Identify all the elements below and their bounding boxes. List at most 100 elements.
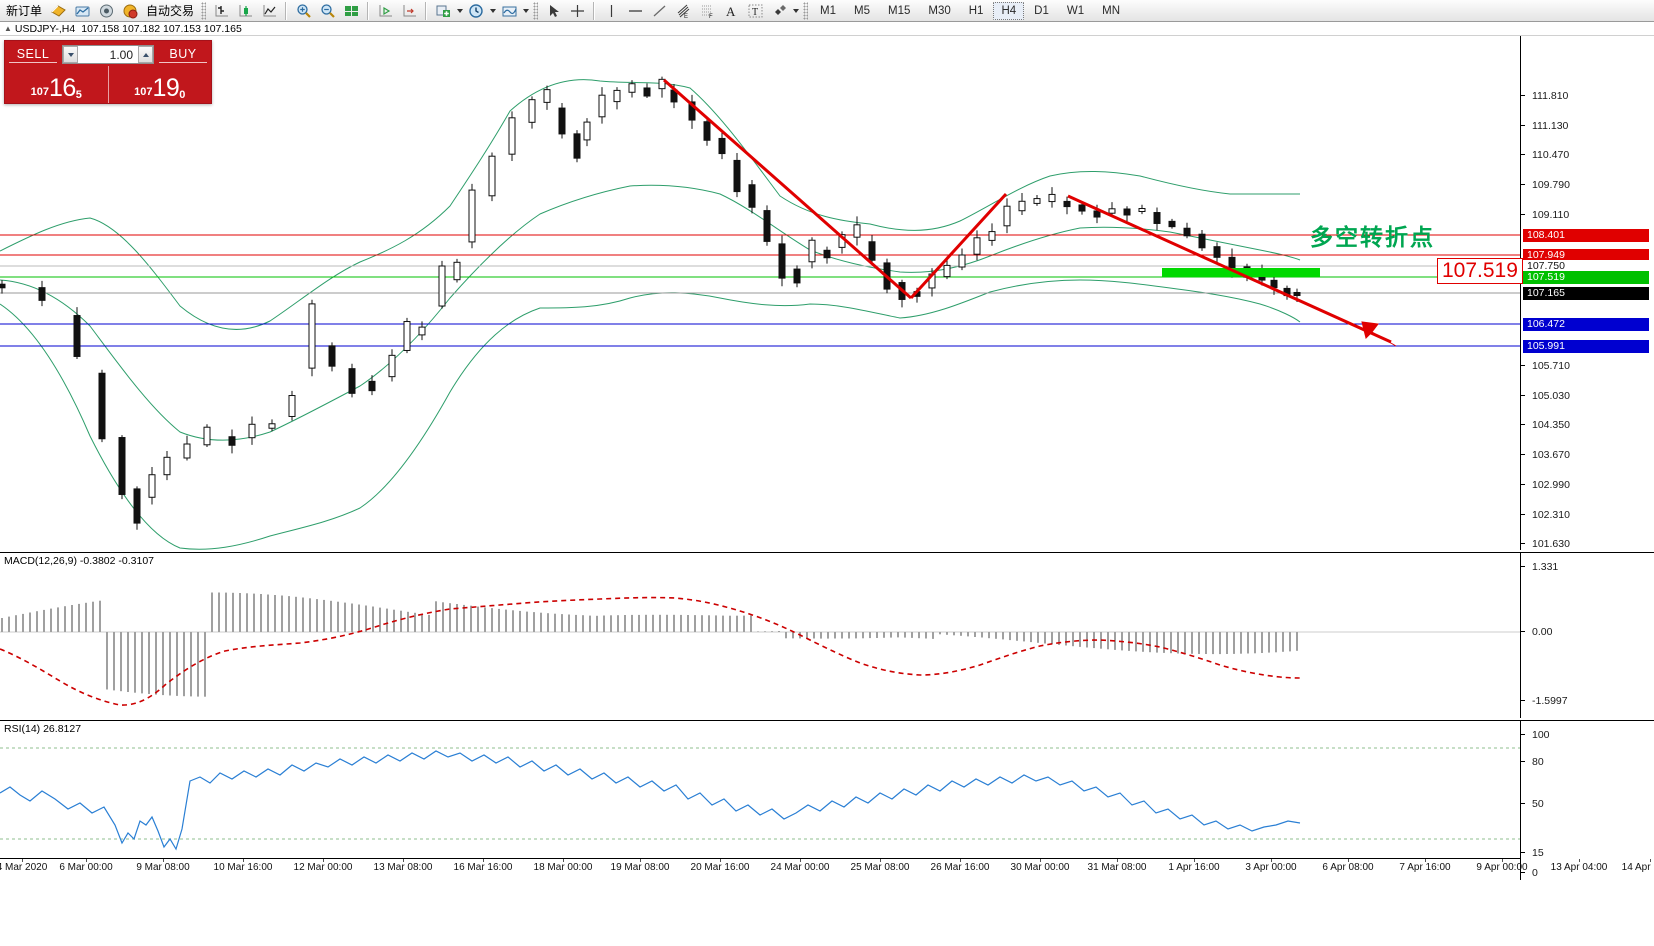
- buy-button[interactable]: BUY: [159, 47, 207, 63]
- time-axis-tick: [1194, 859, 1195, 862]
- candlestick-chart-icon[interactable]: [234, 1, 256, 21]
- timeframe-w1[interactable]: W1: [1066, 4, 1085, 17]
- price-plot-area[interactable]: [0, 36, 1520, 550]
- auto-scroll-icon[interactable]: [398, 1, 420, 21]
- timeframe-mn[interactable]: MN: [1102, 4, 1120, 17]
- macd-label: MACD(12,26,9) -0.3802 -0.3107: [4, 555, 154, 567]
- horizontal-line-icon[interactable]: [624, 1, 646, 21]
- new-order-button[interactable]: 新订单: [6, 4, 43, 18]
- macd-plot-area[interactable]: [0, 553, 1520, 718]
- timeframe-m15[interactable]: M15: [888, 4, 911, 17]
- timeframe-m30[interactable]: M30: [928, 4, 951, 17]
- svg-text:A: A: [726, 4, 736, 19]
- buy-big-figure: 107: [134, 86, 153, 98]
- line-chart-icon[interactable]: [258, 1, 280, 21]
- price-callout-label: 107.519: [1437, 258, 1523, 284]
- time-axis-label: 14 Apr 12:00: [1621, 862, 1654, 873]
- text-label-icon[interactable]: A: [720, 1, 742, 21]
- chevron-down-icon[interactable]: [791, 1, 800, 21]
- time-axis-tick: [86, 859, 87, 862]
- volume-stepper[interactable]: 1.00: [62, 45, 154, 64]
- time-axis-label: 24 Mar 00:00: [770, 862, 830, 873]
- navigator-icon[interactable]: [95, 1, 117, 21]
- price-badge-resistance-1: 108.401: [1523, 228, 1649, 242]
- rsi-chart-svg: [0, 747, 1520, 851]
- shift-end-icon[interactable]: [374, 1, 396, 21]
- buy-pips: 19: [152, 74, 180, 102]
- chevron-down-icon[interactable]: [521, 1, 530, 21]
- cursor-icon[interactable]: [542, 1, 564, 21]
- buy-price-quote[interactable]: 107 19 0: [109, 66, 212, 103]
- time-axis-label: 13 Apr 04:00: [1550, 862, 1608, 873]
- axis-tick: 110.470: [1520, 149, 1654, 161]
- macd-pane[interactable]: MACD(12,26,9) -0.3802 -0.3107 1.331 0.00…: [0, 552, 1654, 718]
- time-axis-tick: [563, 859, 564, 862]
- bar-chart-icon[interactable]: [210, 1, 232, 21]
- text-icon[interactable]: T: [744, 1, 766, 21]
- time-axis-label: 13 Mar 08:00: [373, 862, 433, 873]
- timeframe-h1[interactable]: H1: [968, 4, 984, 17]
- shapes-icon[interactable]: [768, 1, 790, 21]
- trendline-icon[interactable]: [648, 1, 670, 21]
- trade-panel-header: SELL 1.00 BUY: [5, 41, 211, 66]
- timeframe-m5[interactable]: M5: [854, 4, 870, 17]
- indicators-icon[interactable]: [432, 1, 454, 21]
- toolbar-separator: [533, 1, 539, 20]
- macd-axis[interactable]: 1.331 0.00 -1.5997: [1520, 553, 1654, 718]
- ohlc-values: 107.158 107.182 107.153 107.165: [81, 22, 242, 35]
- rsi-label: RSI(14) 26.8127: [4, 723, 82, 735]
- equidistant-channel-icon[interactable]: E: [672, 1, 694, 21]
- price-badge-pivot: 107.750: [1523, 259, 1649, 273]
- axis-tick: 101.630: [1520, 538, 1654, 550]
- volume-decrease-button[interactable]: [63, 46, 78, 63]
- timeframe-m1[interactable]: M1: [820, 4, 837, 17]
- support-zone-highlight: [1162, 268, 1320, 277]
- collapse-triangle-icon[interactable]: ▲: [4, 24, 12, 33]
- period-icon[interactable]: [465, 1, 487, 21]
- vertical-line-icon[interactable]: [600, 1, 622, 21]
- sell-price-quote[interactable]: 107 16 5: [5, 66, 109, 103]
- rsi-axis[interactable]: 100 80 50 15 0: [1520, 721, 1654, 880]
- time-axis-tick: [22, 859, 23, 862]
- market-watch-icon[interactable]: [71, 1, 93, 21]
- time-axis-tick: [1117, 859, 1118, 862]
- volume-increase-button[interactable]: [138, 46, 153, 63]
- time-axis-tick: [800, 859, 801, 862]
- timeframe-d1[interactable]: D1: [1034, 4, 1049, 17]
- rsi-pane[interactable]: RSI(14) 26.8127 100 80 50 15 0 4 Mar 202…: [0, 720, 1654, 880]
- data-window-icon[interactable]: [119, 1, 141, 21]
- templates-icon[interactable]: [498, 1, 520, 21]
- uptrend-line-1: [909, 192, 1008, 300]
- zoom-in-icon[interactable]: [292, 1, 314, 21]
- fibonacci-icon[interactable]: F: [696, 1, 718, 21]
- zoom-out-icon[interactable]: [316, 1, 338, 21]
- crosshair-icon[interactable]: [566, 1, 588, 21]
- time-axis-tick: [1425, 859, 1426, 862]
- time-axis-label: 9 Mar 08:00: [136, 862, 190, 873]
- main-toolbar[interactable]: 新订单 自动交易: [0, 0, 1654, 22]
- time-axis-tick: [960, 859, 961, 862]
- price-pane[interactable]: 111.810 111.130 110.470 109.790 109.110 …: [0, 36, 1654, 580]
- volume-value[interactable]: 1.00: [109, 47, 133, 62]
- chevron-down-icon[interactable]: [455, 1, 464, 21]
- time-axis-tick: [403, 859, 404, 862]
- one-click-trading-panel[interactable]: SELL 1.00 BUY 107 16 5 107 19 0: [4, 40, 212, 104]
- axis-tick: 15: [1520, 847, 1654, 859]
- tile-windows-icon[interactable]: [340, 1, 362, 21]
- profile-icon[interactable]: [47, 1, 69, 21]
- sell-big-figure: 107: [30, 86, 49, 98]
- axis-tick: 103.670: [1520, 449, 1654, 461]
- time-axis[interactable]: 4 Mar 2020 6 Mar 00:00 9 Mar 08:00 10 Mar 1…: [0, 858, 1654, 880]
- buy-fraction: 0: [179, 89, 186, 101]
- timeframe-h4[interactable]: H4: [993, 1, 1025, 20]
- auto-trading-button[interactable]: 自动交易: [146, 4, 195, 18]
- rsi-plot-area[interactable]: [0, 721, 1520, 858]
- price-axis[interactable]: 111.810 111.130 110.470 109.790 109.110 …: [1520, 36, 1654, 580]
- chart-container[interactable]: 111.810 111.130 110.470 109.790 109.110 …: [0, 36, 1654, 946]
- sell-button[interactable]: SELL: [9, 47, 57, 63]
- toolbar-separator: [803, 1, 809, 20]
- toolbar-separator: [425, 1, 428, 20]
- chevron-down-icon[interactable]: [488, 1, 497, 21]
- trade-panel-quotes: 107 16 5 107 19 0: [5, 66, 211, 103]
- downtrend-line-2: [1067, 194, 1392, 344]
